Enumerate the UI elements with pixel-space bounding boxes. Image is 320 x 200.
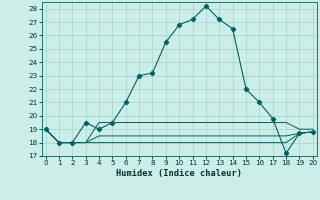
X-axis label: Humidex (Indice chaleur): Humidex (Indice chaleur) [116, 169, 242, 178]
